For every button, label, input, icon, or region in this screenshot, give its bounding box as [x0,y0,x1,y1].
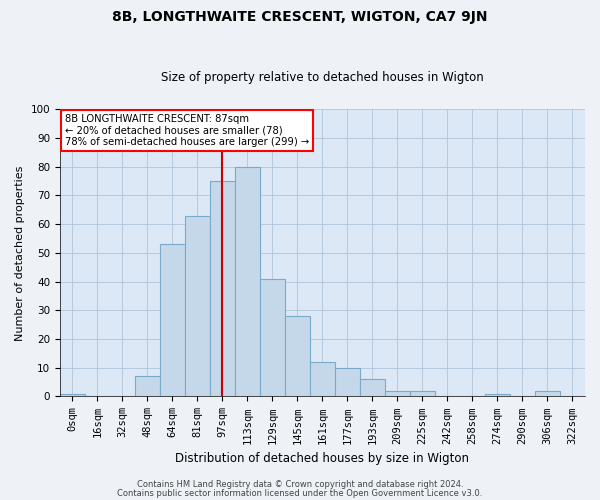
Bar [360,379,385,396]
X-axis label: Distribution of detached houses by size in Wigton: Distribution of detached houses by size … [175,452,469,465]
Bar [260,278,285,396]
Bar [335,368,360,396]
Bar [385,390,410,396]
Bar [235,166,260,396]
Bar [485,394,510,396]
Y-axis label: Number of detached properties: Number of detached properties [15,165,25,340]
Text: 8B, LONGTHWAITE CRESCENT, WIGTON, CA7 9JN: 8B, LONGTHWAITE CRESCENT, WIGTON, CA7 9J… [112,10,488,24]
Text: 8B LONGTHWAITE CRESCENT: 87sqm
← 20% of detached houses are smaller (78)
78% of : 8B LONGTHWAITE CRESCENT: 87sqm ← 20% of … [65,114,310,147]
Bar [135,376,160,396]
Title: Size of property relative to detached houses in Wigton: Size of property relative to detached ho… [161,72,484,85]
Bar [60,394,85,396]
Text: Contains HM Land Registry data © Crown copyright and database right 2024.: Contains HM Land Registry data © Crown c… [137,480,463,489]
Bar [285,316,310,396]
Bar [410,390,435,396]
Bar [185,216,210,396]
Bar [310,362,335,396]
Bar [160,244,185,396]
Text: Contains public sector information licensed under the Open Government Licence v3: Contains public sector information licen… [118,488,482,498]
Bar [210,181,235,396]
Bar [535,390,560,396]
